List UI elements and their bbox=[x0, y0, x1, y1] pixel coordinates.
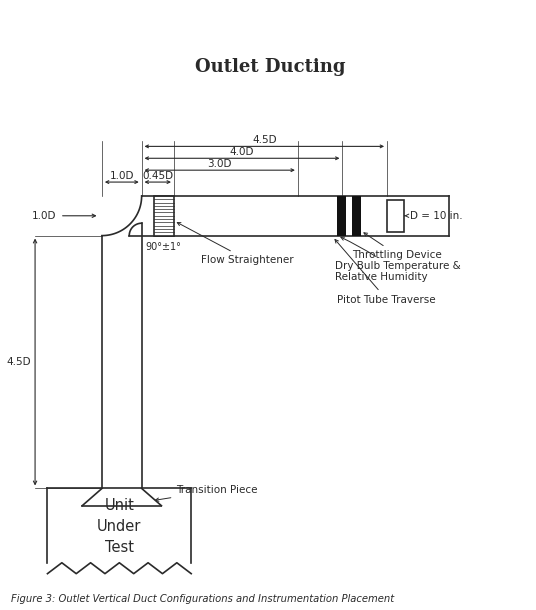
Text: Flow Straightener: Flow Straightener bbox=[177, 223, 294, 265]
Bar bbox=[352, 196, 361, 235]
Text: 4.5D: 4.5D bbox=[252, 135, 277, 145]
Text: 3.0D: 3.0D bbox=[207, 159, 232, 169]
Text: Outlet Ducting: Outlet Ducting bbox=[195, 58, 346, 76]
Text: 90°±1°: 90°±1° bbox=[146, 242, 182, 251]
Bar bbox=[338, 196, 346, 235]
Bar bbox=[387, 200, 404, 232]
Text: Dry Bulb Temperature &
Relative Humidity: Dry Bulb Temperature & Relative Humidity bbox=[335, 237, 461, 282]
Text: 0.45D: 0.45D bbox=[142, 171, 173, 181]
Text: Transition Piece: Transition Piece bbox=[155, 486, 258, 501]
Text: 1.0D: 1.0D bbox=[32, 211, 56, 221]
Text: 4.5D: 4.5D bbox=[6, 357, 31, 367]
Text: Unit
Under
Test: Unit Under Test bbox=[97, 498, 142, 554]
Text: D = 10 in.: D = 10 in. bbox=[405, 211, 463, 221]
Text: 4.0D: 4.0D bbox=[230, 147, 254, 157]
Text: Throttling Device: Throttling Device bbox=[352, 233, 442, 260]
Text: Figure 3: Outlet Vertical Duct Configurations and Instrumentation Placement: Figure 3: Outlet Vertical Duct Configura… bbox=[11, 594, 394, 604]
Text: 1.0D: 1.0D bbox=[109, 171, 134, 181]
Text: Pitot Tube Traverse: Pitot Tube Traverse bbox=[335, 240, 436, 304]
Bar bbox=[154, 196, 174, 235]
